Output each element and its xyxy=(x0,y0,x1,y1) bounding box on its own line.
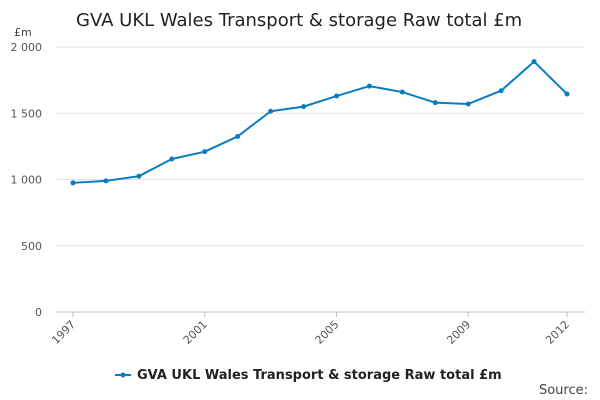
y-tick-label: 2 000 xyxy=(11,41,43,54)
data-point[interactable] xyxy=(202,149,208,155)
y-tick-label: 500 xyxy=(21,240,42,253)
data-point[interactable] xyxy=(301,104,307,110)
data-point[interactable] xyxy=(465,101,471,107)
chart-title: GVA UKL Wales Transport & storage Raw to… xyxy=(76,10,522,31)
x-tick-label: 2009 xyxy=(444,318,473,347)
x-tick-label: 2001 xyxy=(181,318,210,347)
y-tick-label: 0 xyxy=(35,306,42,319)
data-point[interactable] xyxy=(531,59,537,65)
data-point[interactable] xyxy=(169,156,175,162)
y-axis-unit-label: £m xyxy=(14,26,32,39)
data-point[interactable] xyxy=(333,93,339,99)
data-point[interactable] xyxy=(103,178,109,184)
series-group xyxy=(70,59,570,186)
y-axis-ticks: 0 500 1 000 1 500 2 000 xyxy=(11,41,43,319)
x-axis: 1997 2001 2005 2009 2012 xyxy=(49,311,585,347)
legend[interactable]: GVA UKL Wales Transport & storage Raw to… xyxy=(115,368,502,383)
data-point[interactable] xyxy=(70,180,76,186)
data-point[interactable] xyxy=(136,173,142,179)
data-point[interactable] xyxy=(399,89,405,95)
y-tick-label: 1 000 xyxy=(11,174,43,187)
data-point[interactable] xyxy=(366,83,372,89)
data-point[interactable] xyxy=(268,108,274,114)
x-tick-label: 2012 xyxy=(543,318,572,347)
data-point[interactable] xyxy=(235,133,241,139)
data-point[interactable] xyxy=(432,100,438,106)
legend-label[interactable]: GVA UKL Wales Transport & storage Raw to… xyxy=(137,368,502,383)
gridlines xyxy=(56,46,585,247)
series-line[interactable] xyxy=(72,60,568,184)
source-label: Source: xyxy=(539,383,588,398)
x-tick-label: 2005 xyxy=(313,318,342,347)
y-tick-label: 1 500 xyxy=(11,107,43,120)
x-tick-label: 1997 xyxy=(49,318,78,347)
data-point[interactable] xyxy=(564,91,570,97)
legend-swatch-marker xyxy=(120,372,126,378)
data-point[interactable] xyxy=(498,88,504,94)
